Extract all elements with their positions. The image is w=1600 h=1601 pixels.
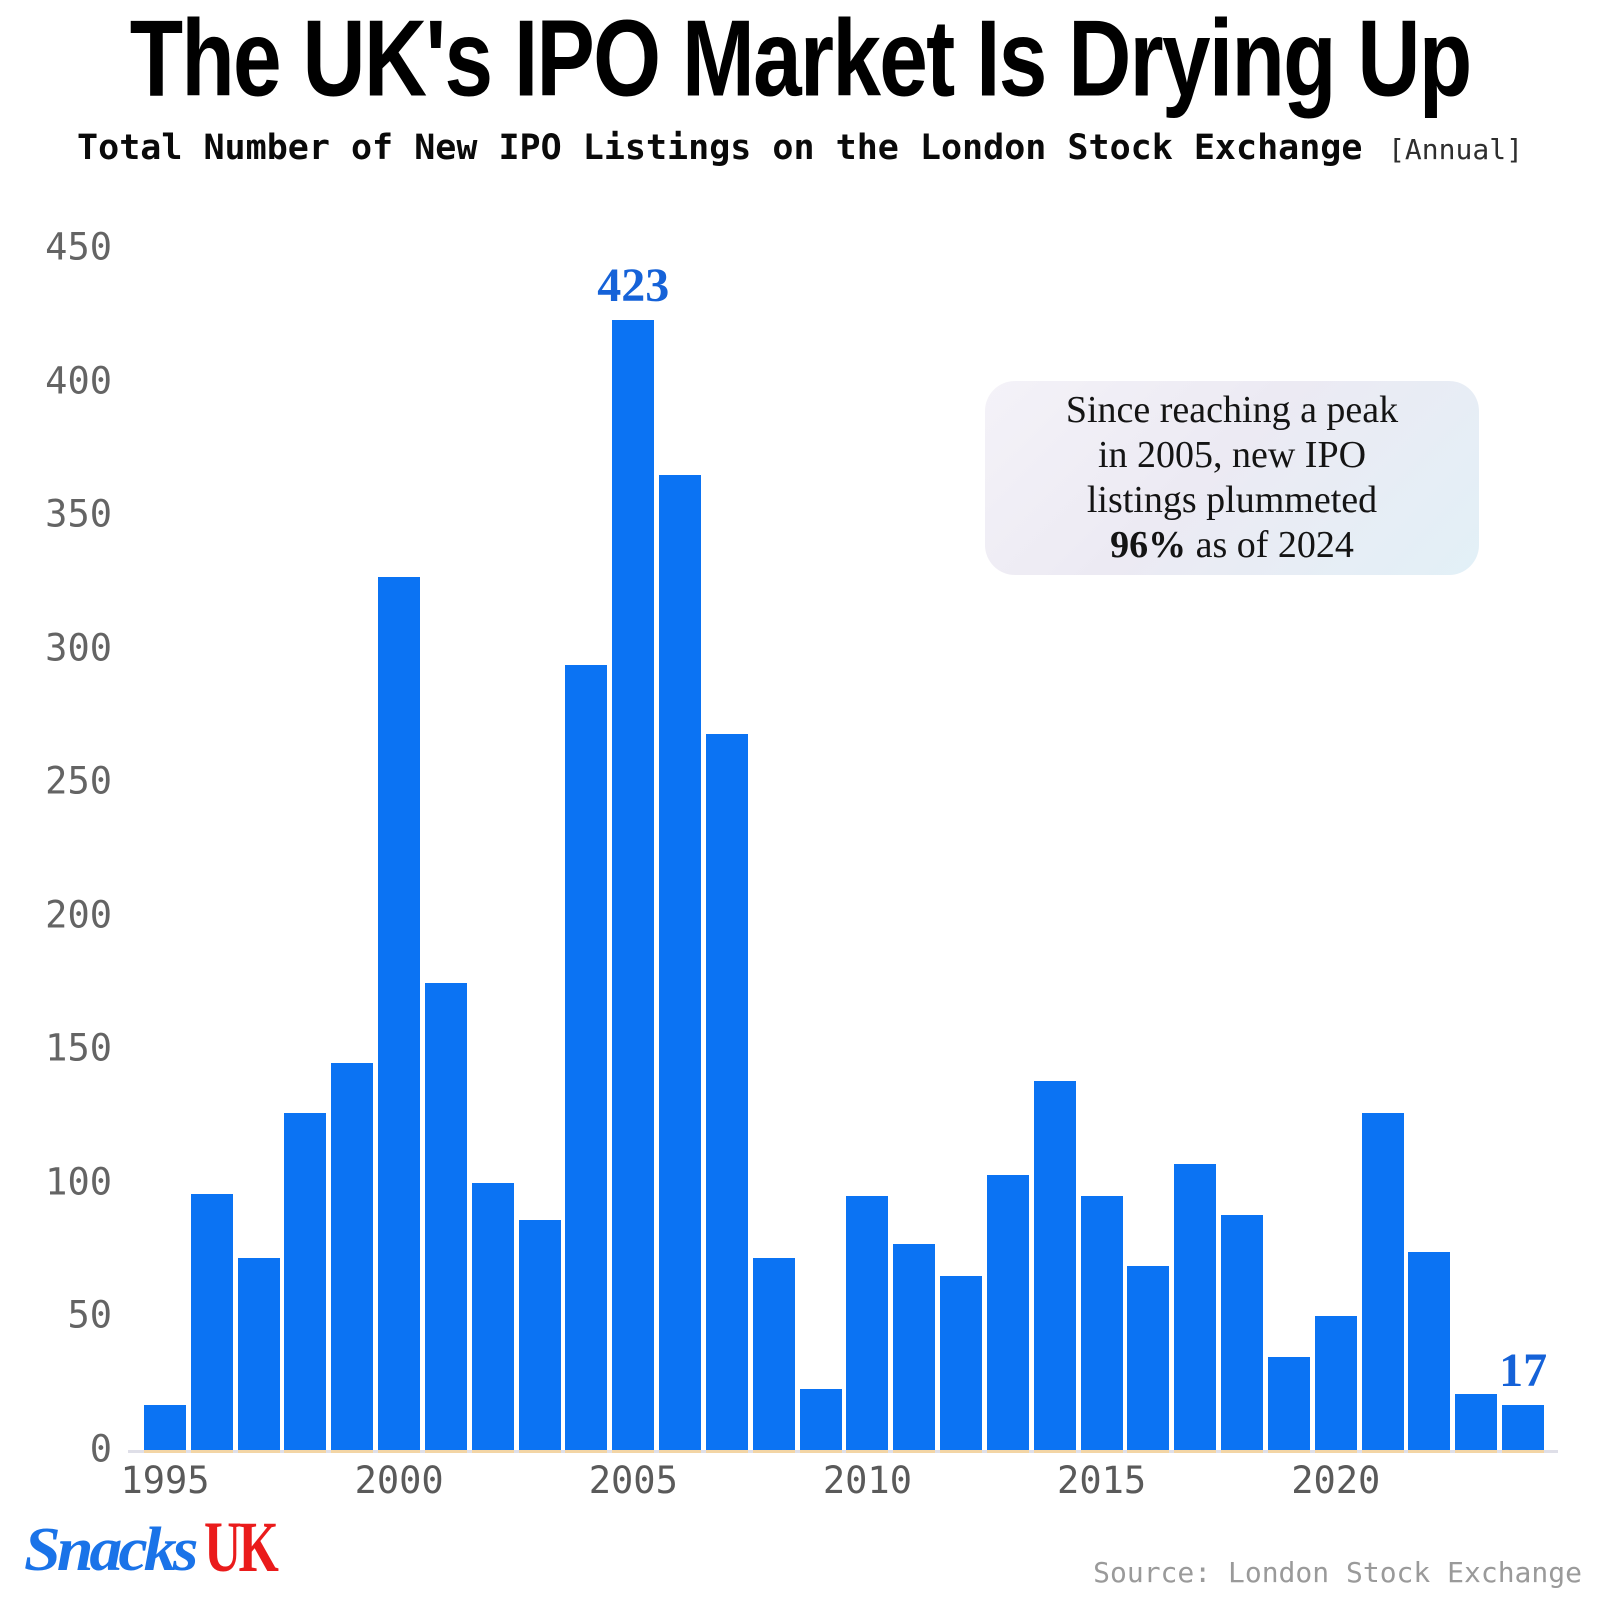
bar-2016 [1127, 1265, 1170, 1454]
y-tick-label-350: 350 [45, 492, 112, 536]
bar-2000 [378, 576, 421, 1454]
bar-value-label-2024: 17 [1499, 1343, 1548, 1397]
subtitle-annual-tag: [Annual] [1388, 133, 1523, 166]
y-tick-label-250: 250 [45, 759, 112, 803]
bar-2005 [612, 320, 655, 1453]
x-tick-label-2020: 2020 [1291, 1459, 1381, 1502]
bar-2022 [1408, 1252, 1451, 1453]
bar-2017 [1174, 1164, 1217, 1453]
bar-2014 [1033, 1081, 1076, 1453]
chart-subtitle: Total Number of New IPO Listings on the … [0, 128, 1600, 168]
bar-2009 [799, 1388, 842, 1454]
snacks-uk-logo: Snacks UK [24, 1506, 304, 1589]
y-tick-label-50: 50 [67, 1294, 112, 1338]
y-tick-label-0: 0 [89, 1427, 112, 1471]
x-tick-label-1995: 1995 [120, 1459, 210, 1502]
bar-1996 [190, 1193, 233, 1454]
y-tick-label-300: 300 [45, 626, 112, 670]
bar-2004 [565, 664, 608, 1454]
bar-2023 [1455, 1393, 1498, 1454]
bar-2013 [986, 1174, 1029, 1454]
y-tick-label-150: 150 [45, 1026, 112, 1070]
bar-2021 [1361, 1113, 1404, 1453]
bar-2010 [846, 1196, 889, 1453]
bar-2011 [893, 1244, 936, 1453]
y-tick-label-200: 200 [45, 893, 112, 937]
bar-2007 [705, 734, 748, 1453]
bar-1998 [284, 1113, 327, 1453]
x-axis-line [128, 1450, 1558, 1453]
bar-2024 [1502, 1404, 1545, 1454]
bar-1997 [237, 1257, 280, 1454]
page-title: The UK's IPO Market Is Drying Up [129, 0, 1472, 120]
bar-2020 [1314, 1316, 1357, 1453]
bar-value-label-2005: 423 [597, 259, 670, 313]
bar-1999 [331, 1062, 374, 1454]
logo-snacks-text: Snacks [24, 1514, 198, 1585]
annotation-line: listings plummeted [1086, 479, 1378, 521]
annotation-line: 96% as of 2024 [1110, 524, 1354, 566]
x-tick-label-2010: 2010 [822, 1459, 912, 1502]
bar-2012 [940, 1276, 983, 1453]
x-tick-label-2000: 2000 [354, 1459, 444, 1502]
subtitle-text: Total Number of New IPO Listings on the … [77, 128, 1363, 168]
annotation-callout: Since reaching a peak in 2005, new IPO l… [985, 381, 1479, 575]
bar-2001 [424, 982, 467, 1454]
bar-2006 [659, 475, 702, 1453]
bar-2003 [518, 1220, 561, 1453]
annotation-line: in 2005, new IPO [1097, 434, 1367, 476]
annotation-line: Since reaching a peak [1065, 389, 1399, 431]
y-tick-label-450: 450 [45, 225, 112, 269]
y-tick-label-100: 100 [45, 1160, 112, 1204]
bar-2008 [752, 1257, 795, 1454]
x-tick-label-2015: 2015 [1057, 1459, 1147, 1502]
bar-2002 [471, 1182, 514, 1454]
x-tick-label-2005: 2005 [588, 1459, 678, 1502]
bar-2019 [1267, 1356, 1310, 1454]
bar-2015 [1080, 1196, 1123, 1453]
logo-uk-text: UK [204, 1507, 279, 1587]
y-tick-label-400: 400 [45, 359, 112, 403]
bar-2018 [1221, 1214, 1264, 1454]
source-credit: Source: London Stock Exchange [1093, 1556, 1582, 1589]
bar-1995 [144, 1404, 186, 1454]
